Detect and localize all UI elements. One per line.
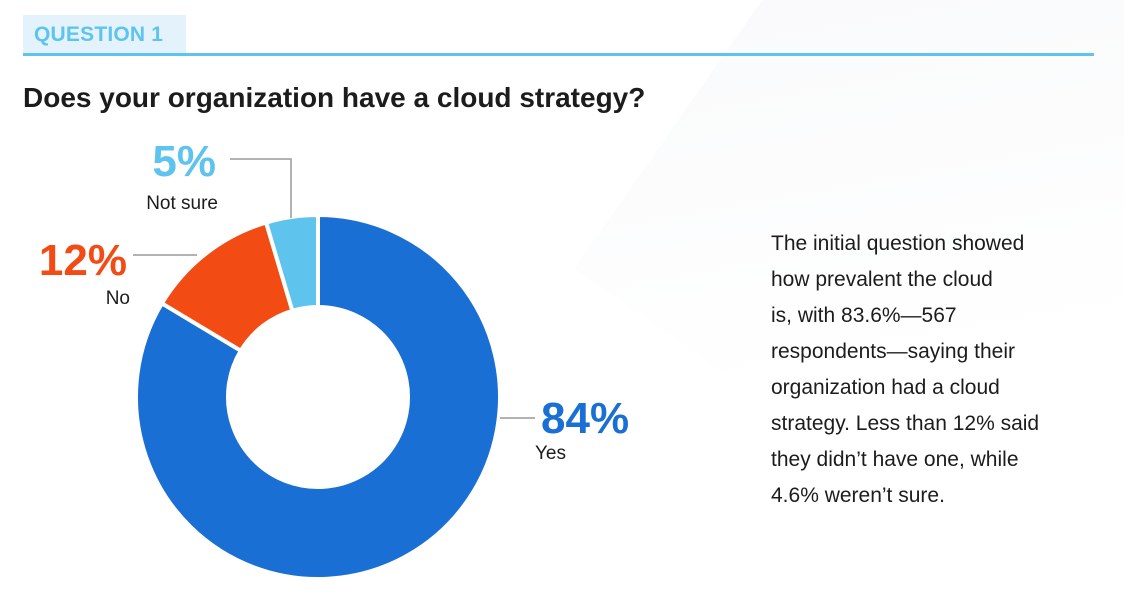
summary-line: how prevalent the cloud (771, 268, 993, 291)
summary-line: they didn’t have one, while (771, 448, 1019, 471)
category-label-no: No (106, 288, 130, 309)
summary-line: strategy. Less than 12% said (771, 412, 1039, 435)
summary-line: The initial question showed (771, 232, 1024, 255)
pct-label-no: 12% (39, 236, 127, 285)
summary-line: respondents—saying their (771, 340, 1015, 363)
pct-label-yes: 84% (541, 394, 629, 443)
summary-line: 4.6% weren’t sure. (771, 484, 945, 507)
category-label-not-sure: Not sure (146, 193, 218, 214)
donut-chart: 84%Yes 12% No 5% Not sure (0, 0, 700, 606)
summary-line: organization had a cloud (771, 376, 1000, 399)
category-label-yes: Yes (535, 443, 566, 464)
summary-line: is, with 83.6%—567 (771, 304, 957, 327)
pct-label-not-sure: 5% (152, 137, 216, 186)
summary-text: The initial question showed how prevalen… (771, 226, 1091, 514)
leader-line-not-sure (230, 159, 291, 218)
